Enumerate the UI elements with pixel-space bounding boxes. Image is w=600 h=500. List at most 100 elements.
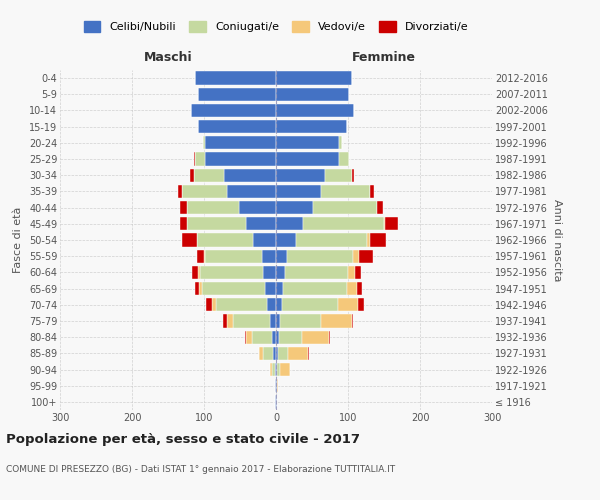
Bar bbox=[203, 136, 205, 149]
Bar bbox=[280, 314, 322, 328]
Bar bbox=[223, 314, 227, 328]
Bar bbox=[322, 314, 352, 328]
Text: Femmine: Femmine bbox=[352, 51, 416, 64]
Bar bbox=[276, 379, 277, 392]
Bar bbox=[288, 346, 308, 360]
Bar bbox=[198, 120, 276, 134]
Bar bbox=[206, 298, 212, 312]
Bar bbox=[190, 168, 194, 182]
Bar bbox=[199, 282, 202, 295]
Bar bbox=[239, 201, 276, 214]
Bar bbox=[233, 314, 270, 328]
Bar bbox=[270, 363, 272, 376]
Bar bbox=[320, 185, 370, 198]
Bar bbox=[276, 363, 277, 376]
Bar bbox=[247, 330, 252, 344]
Bar bbox=[252, 330, 272, 344]
Y-axis label: Fasce di età: Fasce di età bbox=[13, 207, 23, 273]
Text: COMUNE DI PRESEZZO (BG) - Dati ISTAT 1° gennaio 2017 - Elaborazione TUTTITALIA.I: COMUNE DI PRESEZZO (BG) - Dati ISTAT 1° … bbox=[6, 466, 395, 474]
Bar bbox=[200, 266, 263, 279]
Bar bbox=[276, 314, 280, 328]
Bar bbox=[191, 104, 276, 117]
Bar bbox=[377, 201, 383, 214]
Bar bbox=[179, 217, 187, 230]
Bar bbox=[265, 282, 276, 295]
Bar bbox=[355, 266, 361, 279]
Bar bbox=[187, 217, 246, 230]
Bar bbox=[227, 314, 233, 328]
Bar bbox=[276, 185, 320, 198]
Bar bbox=[259, 346, 263, 360]
Bar bbox=[205, 250, 262, 263]
Bar bbox=[338, 298, 358, 312]
Bar bbox=[329, 330, 330, 344]
Bar bbox=[196, 152, 205, 166]
Bar bbox=[270, 314, 276, 328]
Bar bbox=[308, 346, 309, 360]
Bar bbox=[205, 136, 276, 149]
Bar bbox=[276, 136, 340, 149]
Bar bbox=[276, 396, 277, 408]
Bar bbox=[352, 168, 355, 182]
Bar bbox=[340, 152, 349, 166]
Bar bbox=[359, 250, 373, 263]
Bar bbox=[187, 201, 239, 214]
Bar bbox=[194, 168, 224, 182]
Bar bbox=[278, 346, 288, 360]
Bar bbox=[193, 266, 198, 279]
Bar bbox=[325, 168, 352, 182]
Bar bbox=[204, 250, 205, 263]
Bar bbox=[276, 104, 354, 117]
Bar bbox=[197, 234, 253, 246]
Bar bbox=[277, 379, 278, 392]
Bar bbox=[197, 250, 204, 263]
Bar bbox=[276, 250, 287, 263]
Bar bbox=[179, 201, 187, 214]
Bar bbox=[198, 88, 276, 101]
Bar bbox=[347, 282, 356, 295]
Y-axis label: Anni di nascita: Anni di nascita bbox=[551, 198, 562, 281]
Bar bbox=[313, 201, 377, 214]
Legend: Celibi/Nubili, Coniugati/e, Vedovi/e, Divorziati/e: Celibi/Nubili, Coniugati/e, Vedovi/e, Di… bbox=[84, 21, 468, 32]
Bar bbox=[273, 346, 276, 360]
Bar bbox=[272, 330, 276, 344]
Bar bbox=[276, 217, 304, 230]
Bar bbox=[262, 250, 276, 263]
Bar bbox=[272, 363, 275, 376]
Bar bbox=[385, 217, 398, 230]
Bar bbox=[276, 330, 279, 344]
Bar bbox=[194, 152, 196, 166]
Bar bbox=[245, 330, 247, 344]
Bar bbox=[276, 346, 278, 360]
Bar bbox=[275, 363, 276, 376]
Bar bbox=[276, 72, 352, 85]
Bar bbox=[282, 298, 338, 312]
Text: Popolazione per età, sesso e stato civile - 2017: Popolazione per età, sesso e stato civil… bbox=[6, 432, 360, 446]
Bar bbox=[287, 250, 353, 263]
Bar bbox=[182, 234, 197, 246]
Bar bbox=[353, 250, 359, 263]
Bar bbox=[356, 282, 362, 295]
Bar bbox=[205, 152, 276, 166]
Bar bbox=[352, 314, 353, 328]
Bar bbox=[224, 168, 276, 182]
Bar bbox=[178, 185, 182, 198]
Bar bbox=[276, 152, 340, 166]
Bar bbox=[367, 234, 370, 246]
Bar bbox=[276, 298, 282, 312]
Bar bbox=[246, 217, 276, 230]
Bar bbox=[284, 266, 348, 279]
Bar bbox=[384, 217, 385, 230]
Bar bbox=[276, 282, 283, 295]
Bar bbox=[202, 282, 265, 295]
Bar bbox=[358, 298, 364, 312]
Bar bbox=[212, 298, 215, 312]
Bar bbox=[198, 266, 200, 279]
Bar bbox=[370, 185, 374, 198]
Bar bbox=[279, 330, 302, 344]
Bar bbox=[276, 88, 349, 101]
Bar bbox=[276, 201, 313, 214]
Bar bbox=[276, 168, 325, 182]
Bar bbox=[263, 346, 273, 360]
Bar bbox=[276, 120, 347, 134]
